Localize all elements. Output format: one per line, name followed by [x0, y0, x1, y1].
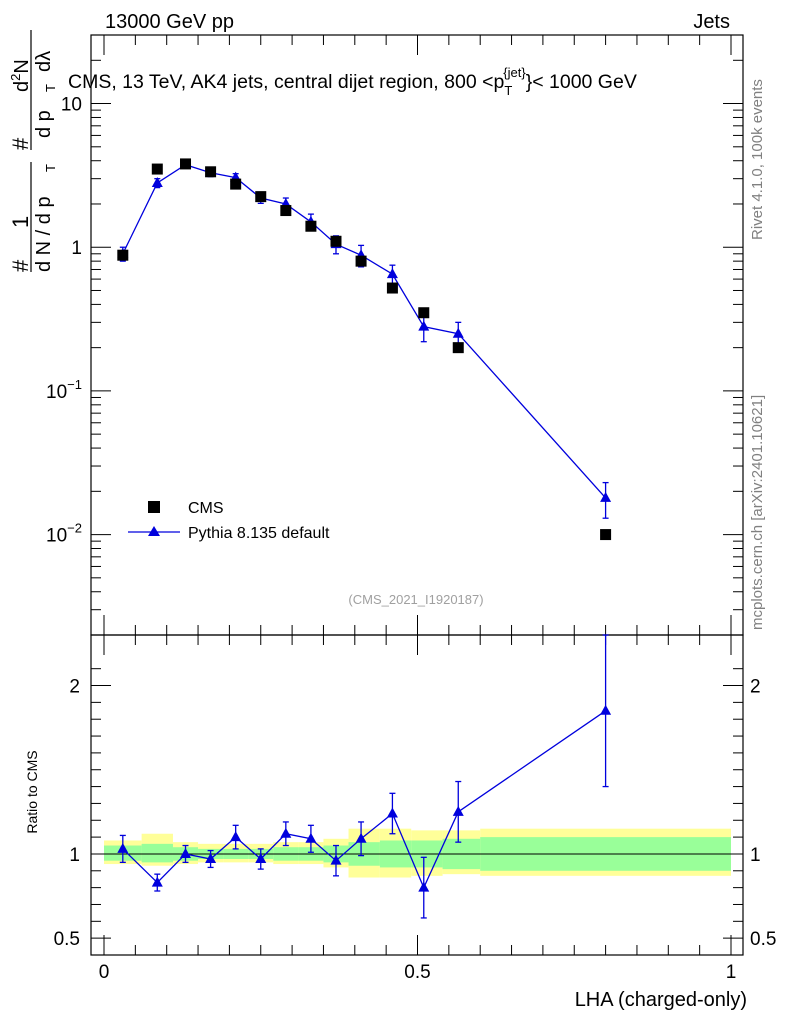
cms-point — [230, 178, 242, 190]
svg-text:#: # — [8, 259, 33, 272]
band-green — [141, 843, 173, 863]
mcplots-label: mcplots.cern.ch [arXiv:2401.10621] — [749, 395, 766, 630]
ratio-point — [117, 842, 129, 853]
cms-point — [280, 205, 292, 217]
rivet-version-label: Rivet 4.1.0, 100k events — [749, 79, 766, 240]
ratio-point — [330, 854, 342, 865]
svg-text:T: T — [43, 164, 58, 172]
ratio-y-tick-label-right: 1 — [750, 845, 761, 866]
cms-point — [151, 163, 163, 175]
ratio-point — [452, 805, 464, 816]
header-right: Jets — [693, 11, 730, 33]
ratio-y-tick-label-left: 1 — [69, 845, 80, 866]
header-left: 13000 GeV pp — [105, 11, 234, 33]
cms-point — [205, 166, 217, 178]
main-y-ticks: 10−2 10−1 1 10 — [46, 34, 743, 636]
x-tick-label: 1 — [726, 962, 737, 983]
ratio-ylabel: Ratio to CMS — [24, 750, 40, 833]
pythia-point — [151, 176, 163, 187]
ratio-point — [305, 832, 317, 843]
ratio-point — [355, 832, 367, 843]
cms-point — [600, 529, 612, 541]
svg-text:d2N: d2N — [8, 59, 33, 92]
ratio-plot-frame — [90, 634, 744, 956]
ratio-point — [180, 847, 192, 858]
legend-cms-marker — [148, 501, 160, 513]
cms-point — [117, 249, 129, 261]
pythia-point — [386, 268, 398, 279]
x-axis-label: LHA (charged-only) — [575, 989, 747, 1011]
cms-point — [355, 255, 367, 267]
ratio-y-tick-label-left: 0.5 — [54, 929, 80, 950]
y-tick-label: 10−2 — [46, 521, 82, 547]
pythia-point — [418, 320, 430, 331]
main-ylabel: # 1 d N / d p T # d2N d p T dλ — [8, 30, 58, 272]
legend: CMS Pythia 8.135 default — [128, 500, 330, 542]
ratio-point — [418, 881, 430, 892]
pythia-line — [122, 164, 607, 499]
ratio-point — [205, 853, 217, 863]
cms-point — [255, 191, 267, 203]
main-series-layer — [117, 158, 612, 541]
y-tick-label: 10−1 — [46, 377, 82, 403]
pythia-point — [452, 327, 464, 338]
ratio-series-layer — [117, 634, 612, 919]
legend-pythia-marker — [148, 526, 160, 536]
cms-point — [386, 282, 398, 294]
cms-point — [330, 235, 342, 247]
ratio-point — [600, 704, 612, 715]
ratio-uncertainty-bands — [104, 828, 731, 878]
ratio-ticks: 0.5 0.5 1 1 2 2 — [54, 668, 776, 950]
x-ticks: 0 0.5 1 — [99, 35, 737, 983]
svg-text:d N / d p: d N / d p — [33, 196, 55, 272]
legend-pythia-label: Pythia 8.135 default — [188, 525, 330, 542]
ratio-point — [230, 831, 242, 842]
y-tick-label: 10 — [61, 95, 82, 116]
ratio-y-tick-label-right: 0.5 — [750, 929, 776, 950]
ratio-y-tick-label-right: 2 — [750, 677, 761, 698]
svg-text:d p: d p — [33, 110, 55, 138]
cms-point — [452, 342, 464, 354]
ratio-y-tick-label-left: 2 — [69, 677, 80, 698]
cms-point — [305, 220, 317, 232]
x-tick-label: 0.5 — [404, 962, 430, 983]
x-tick-label: 0 — [99, 962, 110, 983]
svg-text:dλ: dλ — [33, 51, 55, 72]
main-plot-title: CMS, 13 TeV, AK4 jets, central dijet reg… — [68, 65, 637, 98]
cms-point — [180, 158, 192, 170]
svg-text:1: 1 — [8, 216, 33, 228]
legend-cms-label: CMS — [188, 500, 224, 517]
svg-text:#: # — [8, 137, 33, 150]
cms-point — [418, 307, 430, 319]
ratio-point — [280, 827, 292, 838]
ratio-point — [151, 876, 163, 887]
svg-text:T: T — [43, 84, 58, 92]
y-tick-label: 1 — [71, 238, 82, 259]
pythia-point — [600, 491, 612, 502]
main-plot-frame — [90, 34, 744, 636]
ratio-point — [386, 807, 398, 818]
ratio-line — [122, 710, 606, 890]
analysis-watermark: (CMS_2021_I1920187) — [348, 592, 483, 607]
ratio-point — [255, 853, 267, 863]
